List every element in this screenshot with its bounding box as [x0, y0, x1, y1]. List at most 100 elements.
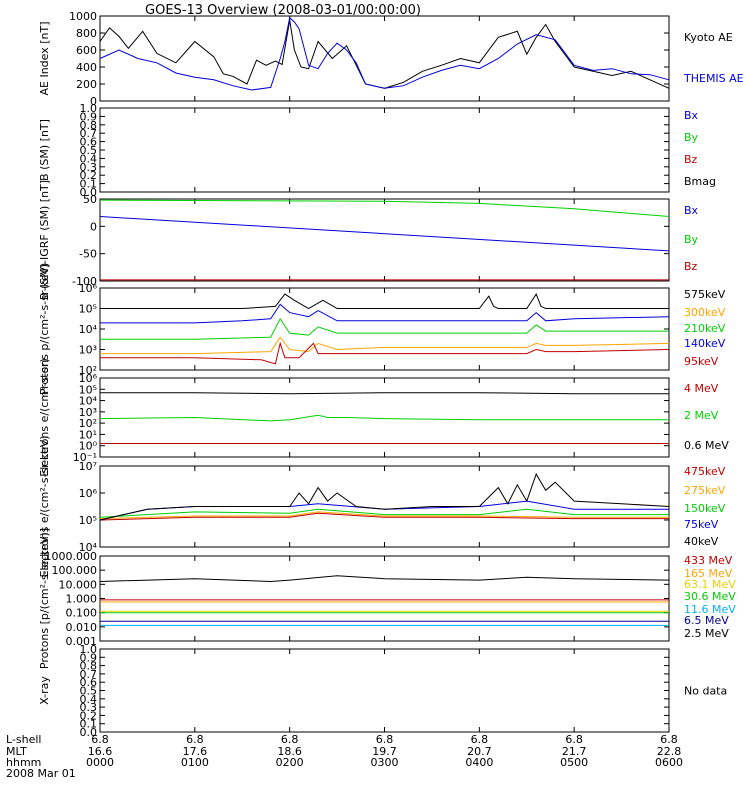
footer-value: 18.6 — [277, 745, 302, 758]
y-tick-label: 10⁴ — [79, 541, 98, 554]
panel-8: 0.00.10.20.30.40.50.60.70.80.91.0 X-ray No… — [38, 643, 727, 739]
y-axis-label: Protons [p/(cm²-s-sr-keV)] — [38, 528, 51, 669]
y-tick-label: 400 — [76, 61, 97, 74]
legend-entry: 140keV — [684, 337, 726, 350]
footer-value: 0300 — [371, 756, 399, 769]
legend-entry: Bz — [684, 153, 698, 166]
y-tick-label: 0.4 — [80, 693, 98, 706]
legend-entry: 210keV — [684, 322, 726, 335]
legend-entry: 6.5 MeV — [684, 614, 729, 627]
y-tick-label: 0.9 — [80, 110, 98, 123]
legend-entry: By — [684, 233, 699, 246]
y-axis-label: AE Index [nT] — [38, 21, 51, 95]
panel-frame — [99, 555, 670, 642]
y-tick-label: 10⁴ — [79, 323, 98, 336]
y-tick-label: 10⁵ — [79, 514, 97, 527]
y-tick-label: 10⁵ — [79, 383, 97, 396]
y-tick-label: 600 — [76, 44, 97, 57]
y-tick-label: -100 — [72, 275, 97, 288]
y-tick-label: 0.001 — [66, 635, 98, 648]
y-tick-label: 10⁵ — [79, 303, 97, 316]
series-line-themis-ae — [99, 16, 670, 91]
legend-entry: Bx — [684, 109, 699, 122]
footer-row-label: 2008 Mar 01 — [6, 767, 76, 780]
y-tick-label: 1000 — [69, 10, 97, 23]
footer-value: 6.8 — [91, 733, 109, 746]
y-tick-label: 10⁶ — [79, 282, 98, 295]
legend-entry: 475keV — [684, 465, 726, 478]
footer-value: 0100 — [181, 756, 209, 769]
series-line-bx — [99, 216, 670, 252]
panel-1: 0 200 400 600 800 1000 AE Index [nT] Kyoto AE TH… — [38, 10, 744, 108]
legend-entry: 433 MeV — [684, 554, 733, 567]
y-tick-label: 0.8 — [80, 119, 98, 132]
y-axis-label: B (SM)-IGRF (SM) [nT] — [38, 180, 51, 300]
legend-entry: 40keV — [684, 535, 719, 548]
y-tick-label: 10⁶ — [79, 487, 98, 500]
series-line-95kev — [100, 341, 670, 365]
footer-value: 6.8 — [565, 733, 583, 746]
legend-entry: Bz — [684, 260, 698, 273]
legend-entry: By — [684, 131, 699, 144]
footer-row-label: hhmm — [6, 756, 41, 769]
y-tick-label: 0.010 — [66, 621, 98, 634]
y-tick-label: 10⁶ — [79, 372, 98, 385]
footer-value: 0600 — [655, 756, 683, 769]
footer-value: 0500 — [560, 756, 588, 769]
y-axis-label: X-ray — [38, 676, 51, 705]
footer-value: 20.7 — [467, 745, 492, 758]
series-line-2-5-mev — [99, 575, 670, 583]
legend-entry: THEMIS AE — [683, 72, 744, 85]
y-tick-label: 0.1 — [80, 718, 98, 731]
legend-entry: Bmag — [684, 175, 716, 188]
y-tick-label: 50 — [83, 193, 97, 206]
panel-frame — [99, 107, 670, 193]
series-line-2-mev — [99, 414, 669, 422]
panel-frame — [99, 198, 670, 282]
y-tick-label: 0.2 — [80, 709, 98, 722]
y-tick-label: 0.1 — [80, 178, 98, 191]
y-tick-label: 1.0 — [80, 643, 98, 656]
y-tick-label: 0.9 — [80, 651, 98, 664]
y-tick-label: 1.0 — [80, 102, 98, 115]
footer-value: 6.8 — [660, 733, 678, 746]
y-tick-label: 0.7 — [80, 127, 98, 140]
series-line-kyoto-ae — [99, 20, 670, 89]
y-axis-label: Electrons e/(cm²-s-sr) — [38, 358, 51, 477]
series-line-140kev — [100, 303, 670, 324]
legend-entry: 2 MeV — [684, 409, 719, 422]
y-tick-label: 1.000 — [66, 593, 98, 606]
y-tick-label: 10⁰ — [79, 440, 98, 453]
y-tick-label: 10.000 — [59, 578, 98, 591]
y-tick-label: 10⁻¹ — [73, 451, 97, 464]
panels: 0 200 400 600 800 1000 AE Index [nT] Kyoto AE TH… — [38, 10, 744, 739]
footer-row-label: MLT — [6, 745, 27, 758]
footer-value: 16.6 — [88, 745, 113, 758]
footer-value: 17.6 — [183, 745, 208, 758]
legend-entry: 150keV — [684, 502, 726, 515]
y-tick-label: 0 — [90, 95, 97, 108]
legend-entry: 4 MeV — [684, 382, 719, 395]
series-line-40kev — [99, 472, 670, 521]
y-tick-label: 10² — [79, 364, 97, 377]
legend-entry: 95keV — [684, 355, 719, 368]
series-line-300kev — [100, 336, 670, 355]
footer-value: 6.8 — [186, 733, 204, 746]
legend-entry: 0.6 MeV — [684, 439, 729, 452]
series-line-275kev — [99, 511, 669, 520]
panel-2: 0.00.10.20.30.40.50.60.70.80.91.0 B (SM) … — [38, 102, 716, 199]
series-line-0-6-mev — [100, 392, 669, 395]
y-tick-label: 0.3 — [80, 161, 98, 174]
y-tick-label: 0.5 — [80, 685, 98, 698]
legend-entry: 575keV — [684, 288, 726, 301]
y-tick-label: 10³ — [79, 344, 97, 357]
y-tick-label: 0.2 — [80, 169, 98, 182]
y-tick-label: 100.000 — [52, 564, 98, 577]
panel-3: -100 -50 0 50 B (SM)-IGRF (SM) [nT] Bx By Bz — [38, 180, 699, 300]
